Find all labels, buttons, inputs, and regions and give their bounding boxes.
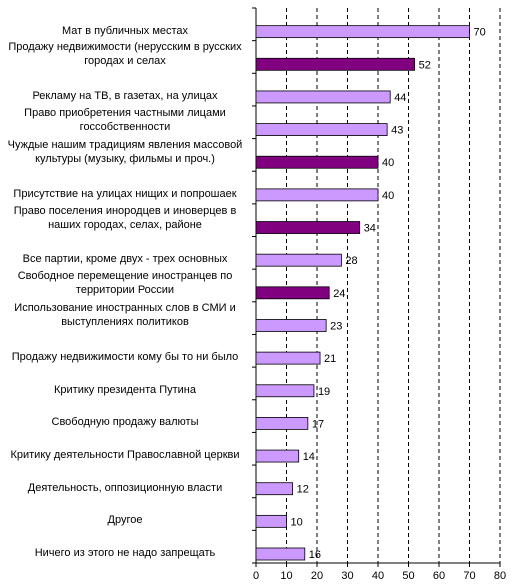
value-label: 40 <box>382 190 394 202</box>
bar <box>255 417 309 430</box>
category-label: Критику президента Путина <box>0 383 251 397</box>
category-label: Использование иностранных слов в СМИ и вы… <box>0 301 251 329</box>
bar <box>255 57 416 71</box>
category-label-line: Другое <box>107 514 143 527</box>
x-tick-label: 80 <box>494 570 506 582</box>
category-label-line: территории России <box>75 283 175 296</box>
category-label-line: Мат в публичных местах <box>61 24 189 37</box>
value-label: 14 <box>303 451 315 463</box>
value-label: 40 <box>382 157 394 169</box>
bar <box>255 351 321 365</box>
bar <box>255 221 361 234</box>
category-label-line: госсобственности <box>79 120 171 133</box>
bar <box>255 482 293 496</box>
category-label-line: Использование иностранных слов в СМИ и <box>14 302 236 315</box>
x-tick-label: 50 <box>402 570 414 582</box>
bar <box>255 90 391 104</box>
value-label: 24 <box>333 288 345 300</box>
category-label-line: городах и селах <box>84 55 166 68</box>
category-label: Свободную продажу валюты <box>0 415 251 429</box>
x-tick-label: 70 <box>463 570 475 582</box>
category-label-line: культуры (музыку, фильмы и проч.) <box>35 153 215 166</box>
bar <box>255 319 327 332</box>
category-label-line: Продажу недвижимости (нерусским в русски… <box>8 41 242 54</box>
bar <box>255 384 315 398</box>
x-tick-label: 30 <box>341 570 353 582</box>
value-label: 10 <box>291 516 303 528</box>
category-label-line: Право приобретения частными лицами <box>24 106 226 119</box>
category-label: Критику деятельности Православной церкви <box>0 448 251 462</box>
category-label: Мат в публичных местах <box>0 24 251 38</box>
value-label: 16 <box>309 549 321 561</box>
category-label: Продажу недвижимости кому бы то ни было <box>0 350 251 364</box>
value-label: 43 <box>391 125 403 137</box>
x-tick-label: 40 <box>372 570 384 582</box>
value-label: 34 <box>364 223 376 235</box>
category-label-line: Критику деятельности Православной церкви <box>10 449 240 462</box>
value-label: 21 <box>324 353 336 365</box>
bar <box>255 188 379 202</box>
category-label-line: Рекламу на ТВ, в газетах, на улицах <box>32 89 218 102</box>
bar <box>255 514 287 528</box>
value-label: 52 <box>419 59 431 71</box>
value-label: 44 <box>394 92 406 104</box>
value-label: 17 <box>312 418 324 430</box>
x-tick-label: 10 <box>280 570 292 582</box>
category-label-line: Чуждые нашим традициям явления массовой <box>7 139 243 152</box>
bar <box>255 123 388 136</box>
bar <box>255 547 306 561</box>
category-label: Ничего из этого не надо запрещать <box>0 546 251 560</box>
value-label: 23 <box>330 320 342 332</box>
category-label-line: Продажу недвижимости кому бы то ни было <box>11 351 239 364</box>
category-label-line: Свободное перемещение иностранцев по <box>17 269 233 282</box>
category-label: Деятельность, оппозиционную власти <box>0 481 251 495</box>
bar <box>255 155 379 169</box>
x-tick-label: 20 <box>311 570 323 582</box>
value-label: 70 <box>474 27 486 39</box>
category-label-line: наших городах, селах, районе <box>48 218 202 231</box>
category-label: Свободное перемещение иностранцев по терр… <box>0 269 251 297</box>
category-label: Продажу недвижимости (нерусским в русски… <box>0 40 251 68</box>
x-tick-label: 60 <box>433 570 445 582</box>
category-label-line: Присутствие на улицах нищих и попрошаек <box>13 187 237 200</box>
category-label: Право приобретения частными лицами госсоб… <box>0 106 251 134</box>
bar <box>255 449 300 463</box>
category-label: Присутствие на улицах нищих и попрошаек <box>0 187 251 201</box>
category-label-line: Ничего из этого не надо запрещать <box>34 547 216 559</box>
category-label-line: Все партии, кроме двух - трех основных <box>22 253 228 266</box>
value-label: 19 <box>318 386 330 398</box>
category-label-line: выступлениях политиков <box>61 316 189 329</box>
category-label-line: Критику президента Путина <box>54 383 196 396</box>
category-label: Рекламу на ТВ, в газетах, на улицах <box>0 89 251 103</box>
category-label: Чуждые нашим традициям явления массовой к… <box>0 138 251 166</box>
bar <box>255 253 342 267</box>
value-label: 12 <box>297 484 309 496</box>
bar <box>255 286 330 300</box>
bar <box>255 25 470 39</box>
x-tick-label: 0 <box>253 570 259 582</box>
category-label-line: Деятельность, оппозиционную власти <box>27 481 223 494</box>
value-label: 28 <box>345 255 357 267</box>
category-label: Другое <box>0 513 251 527</box>
category-label: Все партии, кроме двух - трех основных <box>0 252 251 266</box>
category-label-line: Свободную продажу валюты <box>51 416 199 429</box>
category-label-line: Право поселения инородцев и иноверцев в <box>13 204 237 217</box>
